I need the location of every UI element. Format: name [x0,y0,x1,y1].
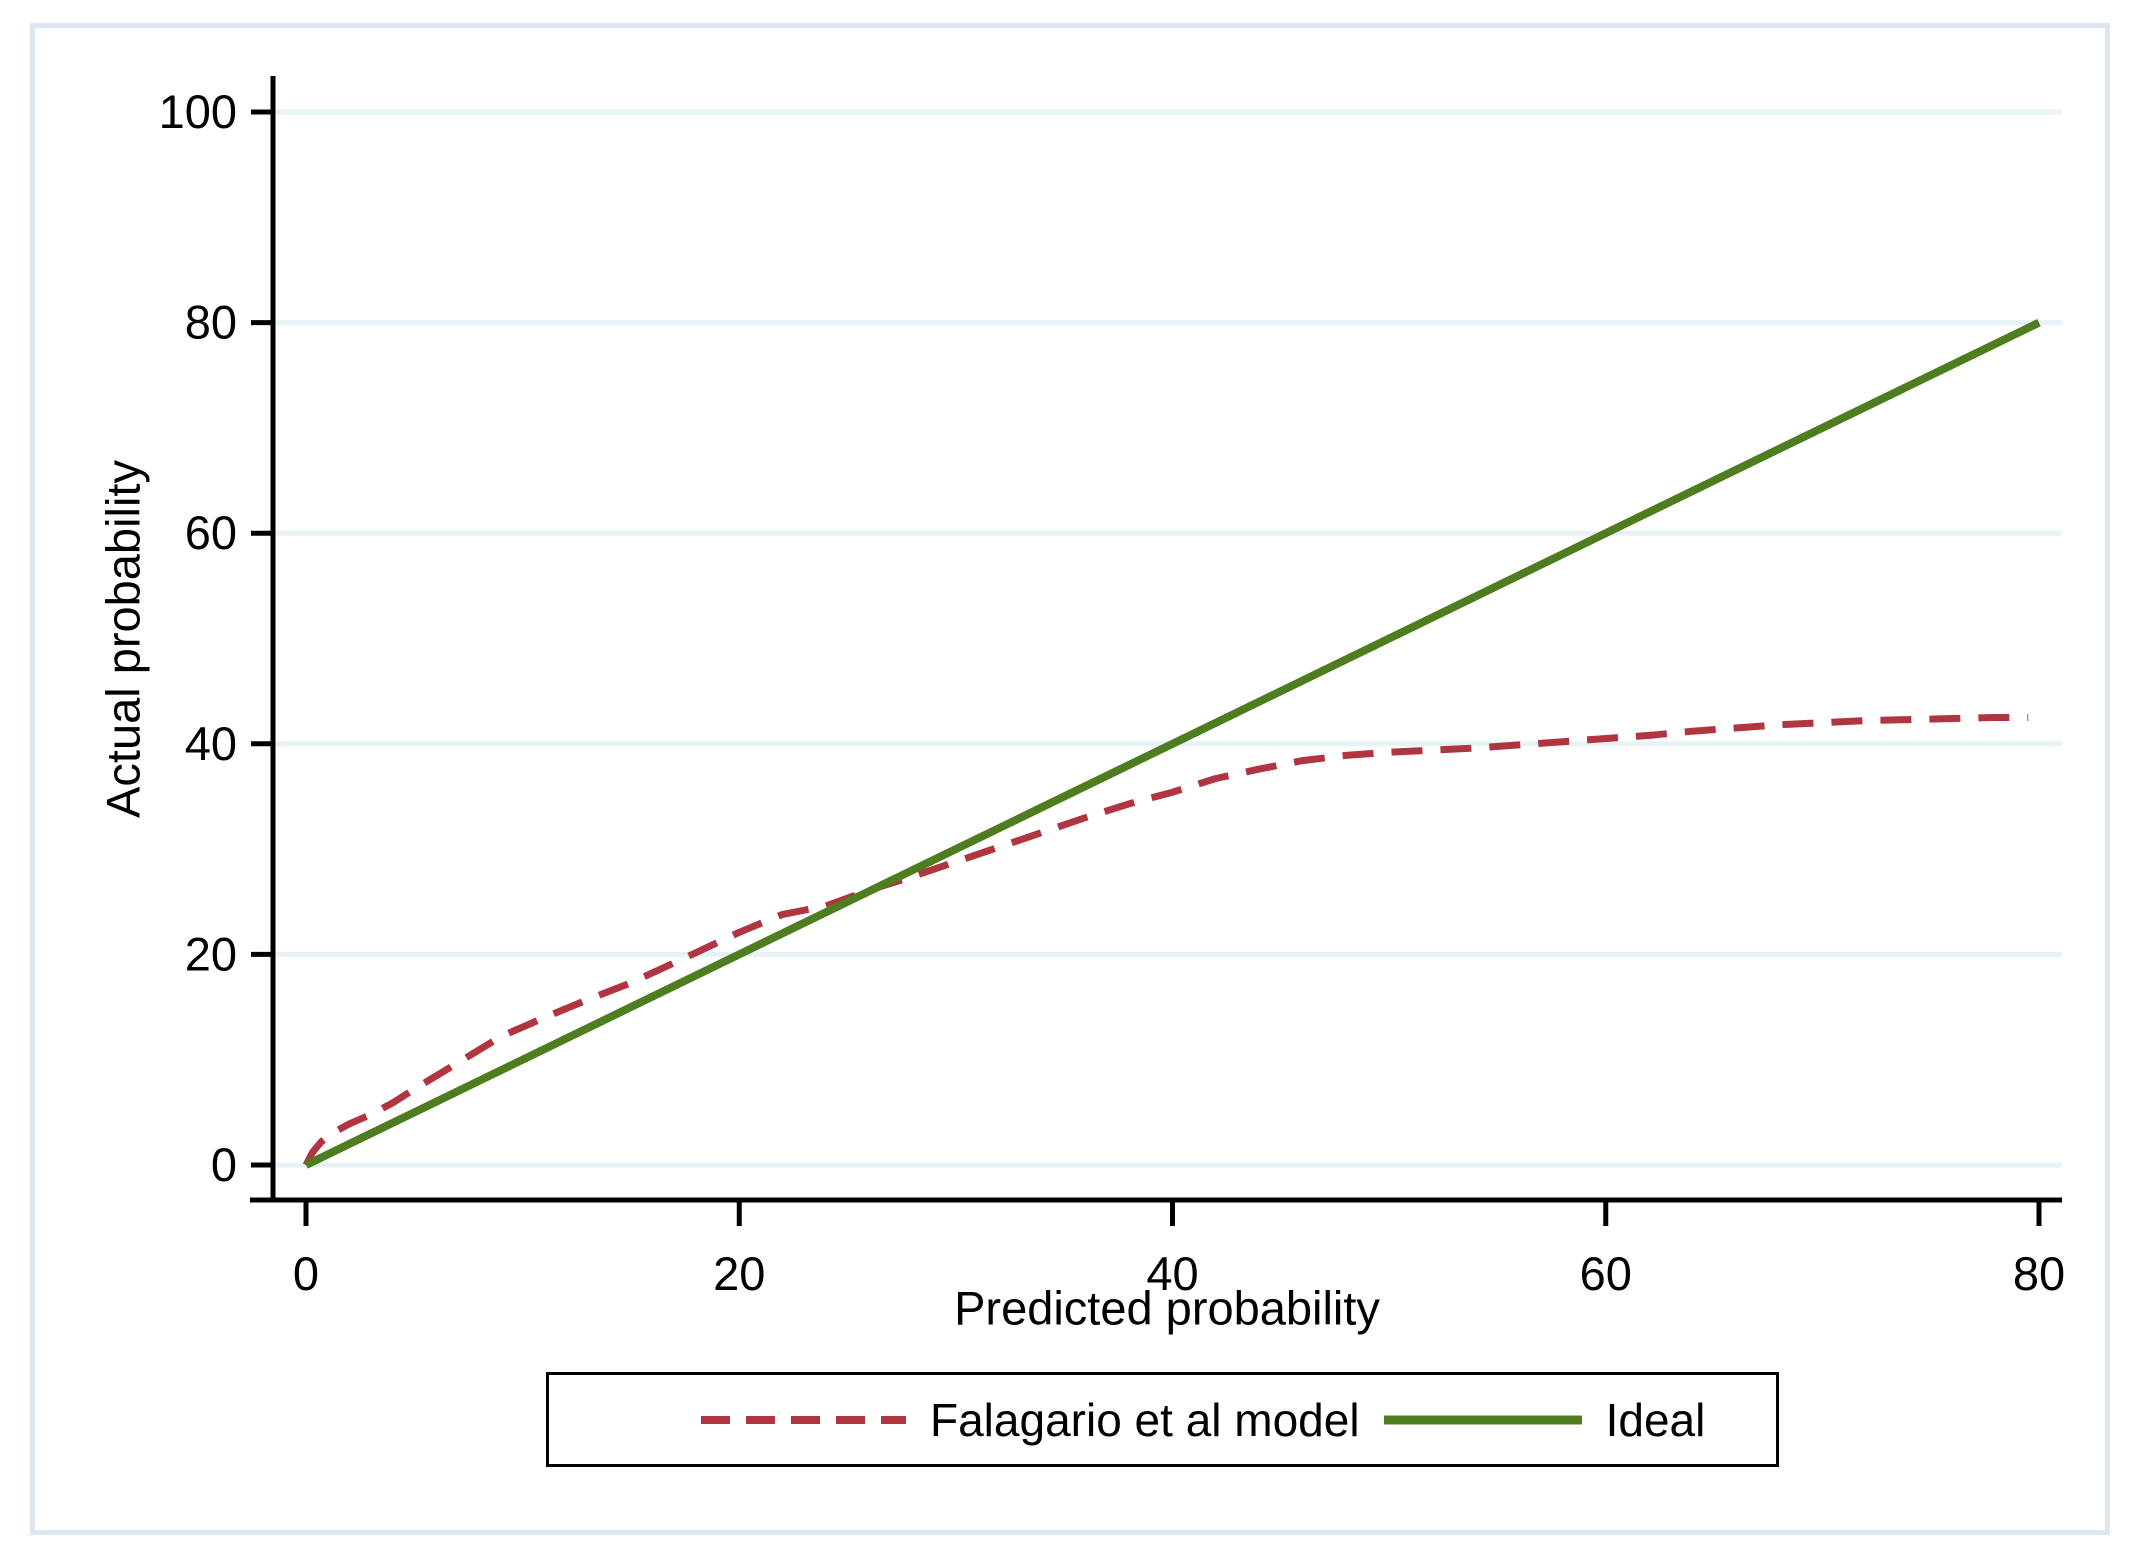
y-tick-label-20: 20 [185,927,237,980]
series-line-ideal [304,319,2041,1169]
x-tick-label-20: 20 [713,1247,765,1300]
x-tick-label-60: 60 [1580,1247,1632,1300]
y-tick-label-40: 40 [185,717,237,770]
x-tick-label-40: 40 [1146,1247,1198,1300]
series-line-model [302,714,2029,1167]
legend-item-model: Falagario et al model [701,1393,1360,1447]
solid-line-sample-icon [1383,1415,1582,1424]
y-tick-label-100: 100 [159,85,237,138]
x-axis-title: Predicted probability [954,1281,1380,1335]
x-tick-label-0: 0 [293,1247,319,1300]
y-axis-title: Actual probability [96,460,150,818]
y-tick-label-0: 0 [211,1138,237,1191]
y-tick-label-80: 80 [185,296,237,349]
legend-item-ideal: Ideal [1383,1393,1706,1447]
legend-box: Falagario et al model Ideal [546,1372,1779,1467]
graph-outer-frame [30,23,2110,1535]
y-tick-label-60: 60 [185,506,237,559]
x-tick-label-80: 80 [2013,1247,2065,1300]
legend-label-model: Falagario et al model [930,1393,1360,1446]
legend-label-ideal: Ideal [1605,1393,1706,1446]
dashed-line-sample-icon [701,1415,906,1424]
